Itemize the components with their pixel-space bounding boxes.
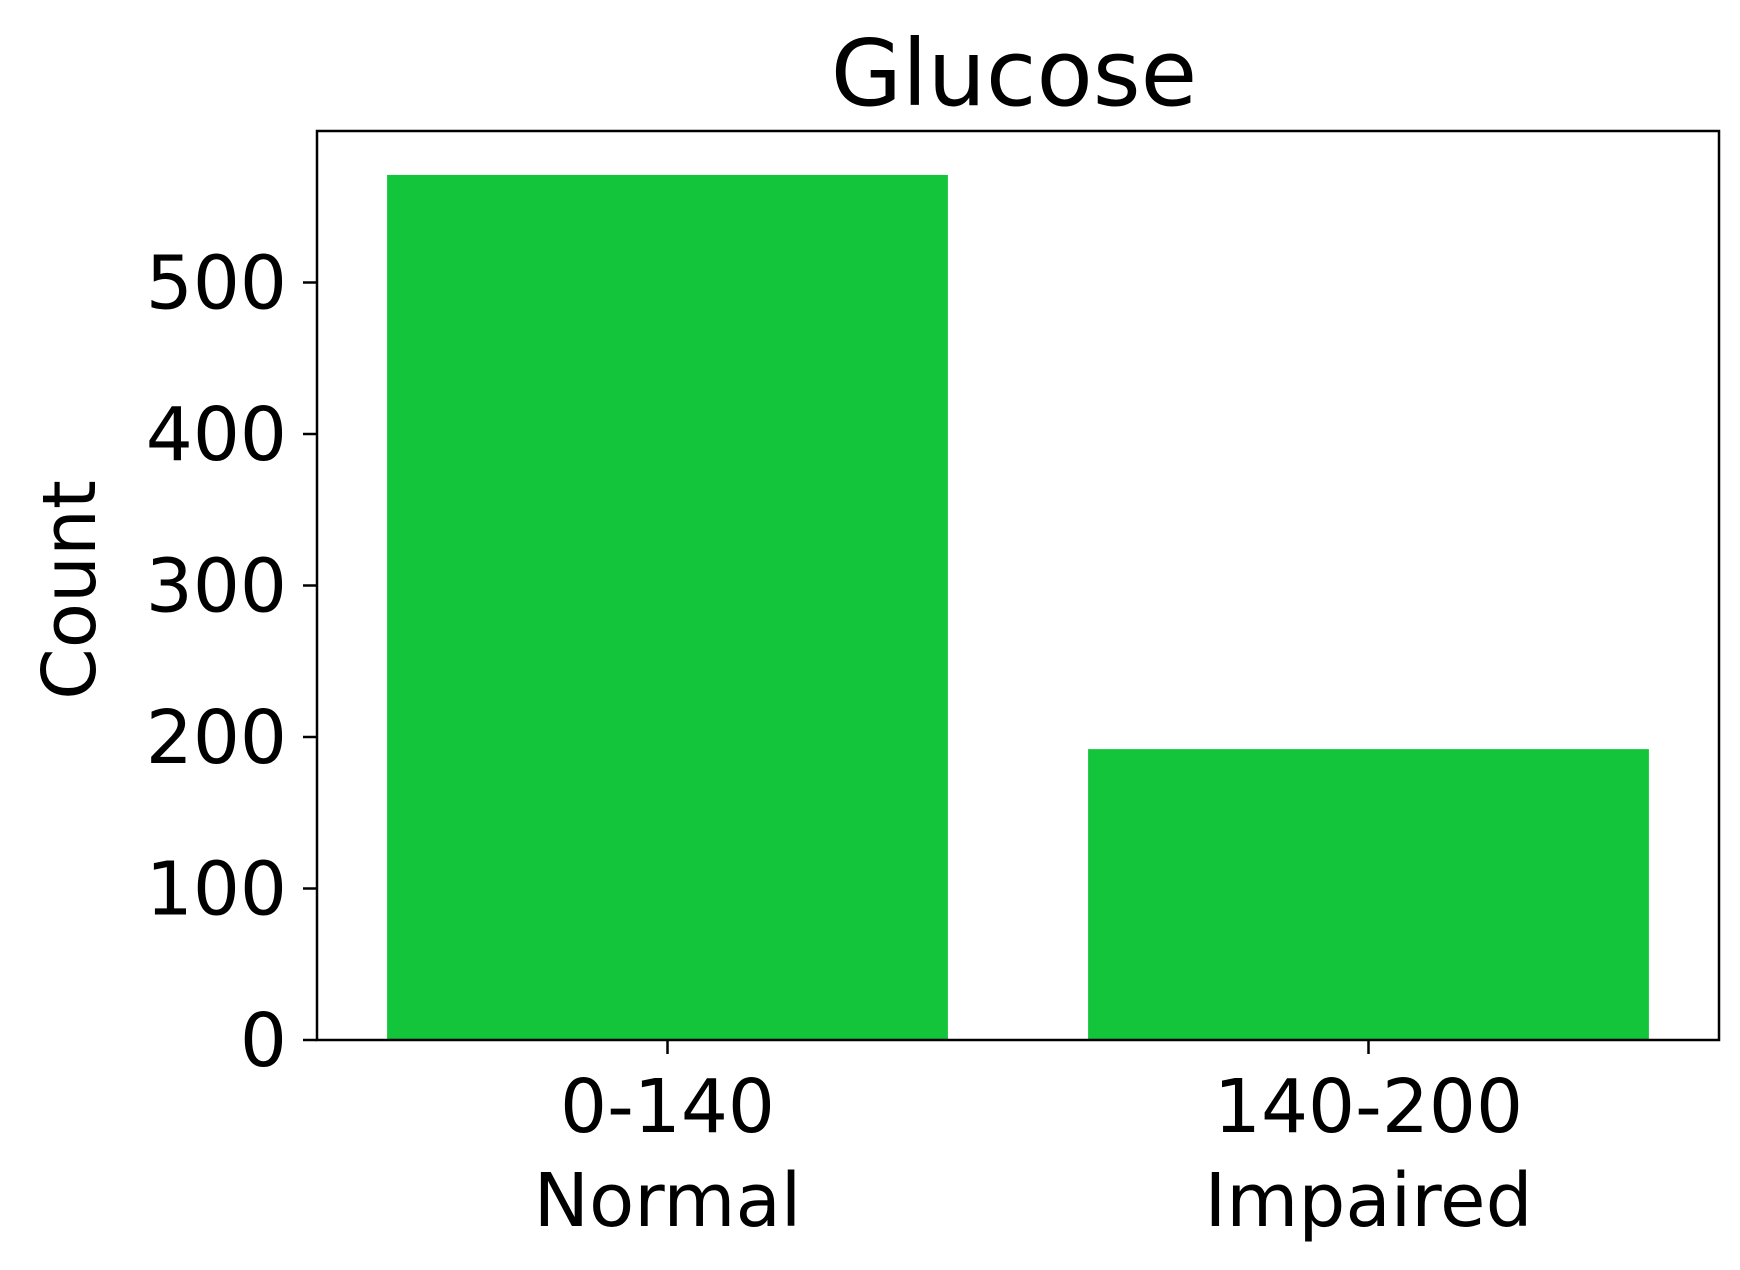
y-axis-label: Count — [27, 480, 113, 700]
plot-frame — [315, 129, 1721, 1042]
chart-title: Glucose — [831, 20, 1198, 127]
bar-normal — [387, 174, 948, 1040]
y-tick-label: 300 — [146, 544, 287, 630]
y-tick-label: 400 — [146, 392, 287, 478]
y-tick-label: 0 — [240, 998, 287, 1084]
y-tick-label: 200 — [146, 695, 287, 781]
x-tick-label-category: Impaired — [1204, 1158, 1532, 1244]
bars-group — [387, 174, 1649, 1040]
y-tick-label: 500 — [146, 241, 287, 327]
x-tick-label-range: 140-200 — [1214, 1064, 1523, 1150]
y-axis-ticks: 0 100 200 300 400 500 — [146, 241, 317, 1084]
y-tick-label: 100 — [146, 847, 287, 933]
x-tick-label-range: 0-140 — [560, 1064, 775, 1150]
x-tick-label-category: Normal — [534, 1158, 802, 1244]
bar-impaired — [1088, 749, 1649, 1040]
